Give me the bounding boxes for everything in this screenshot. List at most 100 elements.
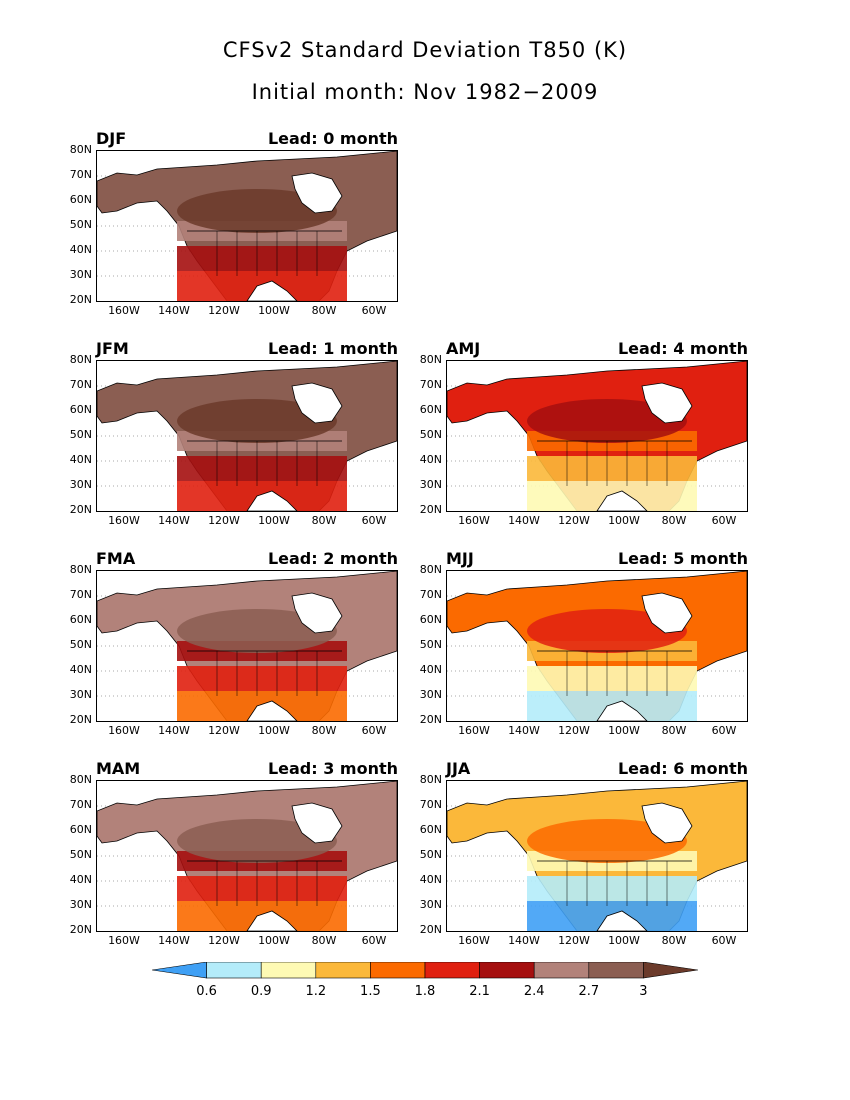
map-panel: MAM Lead: 3 month 80N 70N 60N 50N 40N 30N 20N 160… xyxy=(70,759,446,964)
x-tick-label: 60W xyxy=(711,514,737,527)
map-panel: JJA Lead: 6 month 80N 70N 60N 50N 40N 30N 20N 160… xyxy=(420,759,796,964)
y-tick-label: 20N xyxy=(69,923,92,936)
map-plot xyxy=(96,360,398,512)
x-tick-label: 60W xyxy=(361,934,387,947)
y-tick-label: 20N xyxy=(69,503,92,516)
high-variability-region xyxy=(177,819,337,863)
colorbar-segment xyxy=(206,961,262,979)
colorbar-segment xyxy=(315,961,371,979)
season-label: AMJ xyxy=(446,339,481,358)
y-tick-label: 40N xyxy=(419,663,442,676)
map-panel: JFM Lead: 1 month 80N 70N 60N 50N 40N 30N 20N 160… xyxy=(70,339,446,544)
water-body xyxy=(596,910,648,931)
y-tick-label: 30N xyxy=(69,268,92,281)
x-tick-label: 60W xyxy=(711,724,737,737)
x-tick-label: 80W xyxy=(661,934,687,947)
colorbar-label: 0.6 xyxy=(196,984,217,999)
x-tick-label: 160W xyxy=(108,724,140,737)
map-plot xyxy=(96,150,398,302)
y-tick-label: 70N xyxy=(69,168,92,181)
y-tick-label: 50N xyxy=(69,218,92,231)
season-label: JJA xyxy=(446,759,471,778)
x-tick-label: 100W xyxy=(258,514,290,527)
x-tick-label: 160W xyxy=(458,934,490,947)
y-tick-label: 40N xyxy=(69,663,92,676)
x-tick-label: 140W xyxy=(508,514,540,527)
y-tick-label: 20N xyxy=(419,713,442,726)
y-tick-label: 80N xyxy=(419,773,442,786)
y-tick-label: 30N xyxy=(69,478,92,491)
x-tick-label: 140W xyxy=(158,934,190,947)
y-tick-label: 70N xyxy=(419,378,442,391)
map-plot xyxy=(446,360,748,512)
x-tick-label: 160W xyxy=(458,724,490,737)
y-tick-label: 30N xyxy=(69,688,92,701)
water-body xyxy=(246,280,298,301)
colorbar-segment xyxy=(588,961,644,979)
map-plot xyxy=(446,570,748,722)
y-tick-label: 20N xyxy=(69,713,92,726)
water-body xyxy=(246,700,298,721)
map-panel: FMA Lead: 2 month 80N 70N 60N 50N 40N 30N 20N 160… xyxy=(70,549,446,754)
map-panel: MJJ Lead: 5 month 80N 70N 60N 50N 40N 30N 20N 160… xyxy=(420,549,796,754)
colorbar-segment xyxy=(643,961,699,979)
value-band xyxy=(527,666,697,691)
y-tick-label: 70N xyxy=(419,798,442,811)
water-body xyxy=(596,700,648,721)
x-tick-label: 160W xyxy=(108,934,140,947)
map-plot xyxy=(446,780,748,932)
y-tick-label: 50N xyxy=(419,638,442,651)
x-tick-label: 100W xyxy=(258,724,290,737)
y-tick-label: 80N xyxy=(69,143,92,156)
value-band xyxy=(177,456,347,481)
water-body xyxy=(291,172,343,214)
colorbar-label: 2.1 xyxy=(469,984,490,999)
x-tick-label: 160W xyxy=(458,514,490,527)
colorbar-label: 1.2 xyxy=(305,984,327,999)
high-variability-region xyxy=(527,819,687,863)
x-tick-label: 140W xyxy=(508,724,540,737)
x-tick-label: 80W xyxy=(311,934,337,947)
y-tick-label: 40N xyxy=(419,873,442,886)
x-tick-label: 100W xyxy=(258,934,290,947)
x-tick-label: 160W xyxy=(108,514,140,527)
colorbar-segment xyxy=(533,961,590,979)
lead-label: Lead: 6 month xyxy=(617,759,748,778)
water-body xyxy=(246,910,298,931)
water-body xyxy=(596,490,648,511)
y-tick-label: 30N xyxy=(419,478,442,491)
y-tick-label: 40N xyxy=(419,453,442,466)
colorbar-label: 0.9 xyxy=(250,984,272,999)
x-tick-label: 120W xyxy=(558,514,590,527)
high-variability-region xyxy=(177,609,337,653)
colorbar-label: 2.7 xyxy=(578,984,600,999)
x-tick-label: 80W xyxy=(311,304,337,317)
x-tick-label: 60W xyxy=(361,304,387,317)
y-tick-label: 50N xyxy=(419,428,442,441)
map-svg xyxy=(447,571,747,721)
water-body xyxy=(246,490,298,511)
season-label: MAM xyxy=(96,759,141,778)
y-tick-label: 60N xyxy=(69,823,92,836)
y-tick-label: 80N xyxy=(69,773,92,786)
lead-label: Lead: 1 month xyxy=(267,339,398,358)
colorbar-segment xyxy=(479,961,535,979)
high-variability-region xyxy=(177,189,337,233)
figure-title: CFSv2 Standard Deviation T850 (K) xyxy=(222,38,628,62)
water-body xyxy=(641,382,693,424)
lead-label: Lead: 0 month xyxy=(267,129,398,148)
water-body xyxy=(291,382,343,424)
high-variability-region xyxy=(177,399,337,443)
colorbar-segment xyxy=(370,961,426,979)
y-tick-label: 20N xyxy=(419,923,442,936)
water-body xyxy=(641,592,693,634)
x-tick-label: 60W xyxy=(361,724,387,737)
map-panel: DJF Lead: 0 month 80N 70N 60N 50N 40N 30N 20N 160… xyxy=(70,129,446,334)
lead-label: Lead: 3 month xyxy=(267,759,398,778)
map-svg xyxy=(97,151,397,301)
y-tick-label: 80N xyxy=(69,353,92,366)
colorbar-segment xyxy=(151,961,207,979)
y-tick-label: 60N xyxy=(419,613,442,626)
y-tick-label: 30N xyxy=(419,688,442,701)
value-band xyxy=(177,246,347,271)
